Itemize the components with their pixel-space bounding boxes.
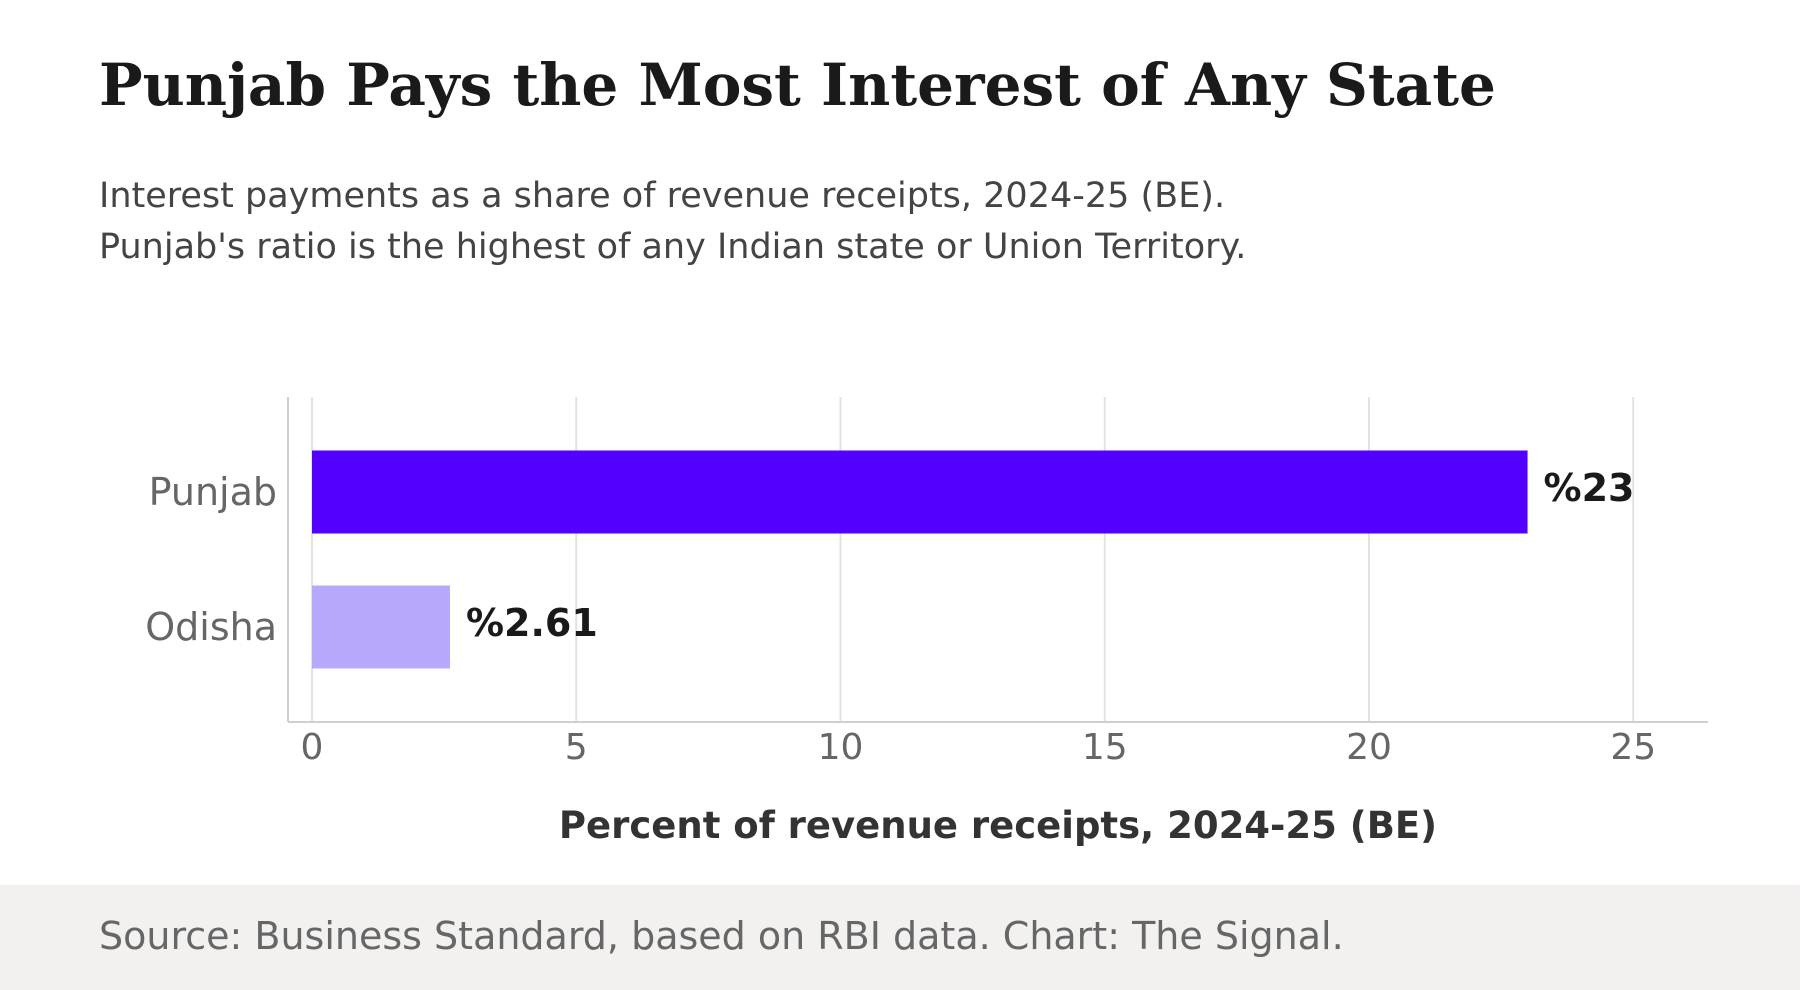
y-category-label: Punjab [149, 470, 277, 514]
chart-subtitle-line-2: Punjab's ratio is the highest of any Ind… [99, 227, 1247, 267]
bar-odisha [312, 585, 450, 669]
footer-band [0, 885, 1800, 990]
bar-value-label: %23 [1544, 466, 1635, 510]
x-tick-label: 5 [565, 727, 588, 768]
x-tick-label: 25 [1610, 727, 1656, 768]
x-tick-label: 15 [1082, 727, 1128, 768]
x-tick-label: 10 [818, 727, 864, 768]
x-tick-label: 20 [1346, 727, 1392, 768]
bar-punjab [312, 450, 1528, 534]
y-category-label: Odisha [145, 605, 277, 649]
bar-value-label: %2.61 [466, 601, 598, 645]
chart-title: Punjab Pays the Most Interest of Any Sta… [99, 51, 1496, 119]
x-axis-title: Percent of revenue receipts, 2024-25 (BE… [559, 804, 1437, 847]
bar-chart: 0 5 10 15 20 25 Punjab %23 Odisha %2.61 Percent of… [145, 397, 1708, 847]
chart-subtitle-line-1: Interest payments as a share of revenue … [99, 176, 1226, 216]
x-tick-label: 0 [301, 727, 324, 768]
source-note: Source: Business Standard, based on RBI … [99, 914, 1344, 958]
